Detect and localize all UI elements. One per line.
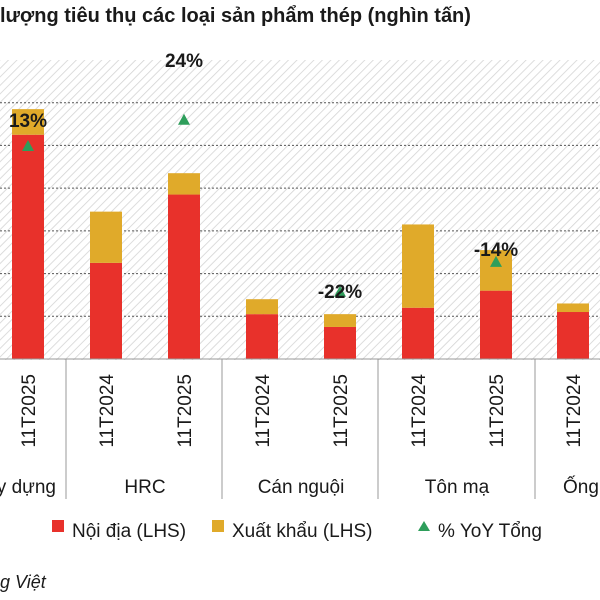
group-label: Cán nguội — [258, 477, 345, 498]
bar-domestic — [246, 314, 278, 359]
group-label: Tôn mạ — [425, 477, 490, 498]
bar-export — [324, 314, 356, 327]
bar-domestic — [12, 134, 44, 359]
x-tick-label: 11T2024 — [564, 374, 585, 448]
x-tick-label: 11T2025 — [487, 374, 508, 448]
yoy-marker — [178, 113, 190, 125]
yoy-label: 13% — [9, 111, 47, 132]
yoy-labels: 13% 24% -22% -14% — [9, 51, 518, 303]
bar-domestic — [402, 307, 434, 359]
x-axis: 11T2025 11T2024 11T2025 11T2024 11T2025 11T20… — [0, 358, 600, 499]
bar-domestic — [168, 194, 200, 359]
x-tick-label: 11T2024 — [97, 374, 118, 448]
bar-export — [557, 303, 589, 313]
legend: Nội địa (LHS) Xuất khẩu (LHS) % YoY Tổng — [52, 520, 542, 542]
bar-domestic — [324, 326, 356, 359]
legend-label: Xuất khẩu (LHS) — [232, 521, 372, 542]
x-tick-label: 11T2025 — [19, 374, 40, 448]
yoy-marker — [334, 285, 346, 297]
yoy-label: 24% — [165, 51, 203, 72]
yoy-markers — [22, 113, 502, 297]
group-label: HRC — [124, 477, 165, 498]
x-tick-label: 11T2025 — [331, 374, 352, 448]
x-tick-label: 11T2025 — [175, 374, 196, 448]
group-label: y dựng — [0, 477, 56, 498]
yoy-label: -22% — [318, 282, 362, 303]
yoy-label: -14% — [474, 240, 518, 261]
bar-domestic — [90, 262, 122, 359]
bar-export — [90, 211, 122, 263]
bar-export — [12, 109, 44, 135]
bar-export — [246, 299, 278, 315]
bar-export — [168, 173, 200, 195]
legend-swatch — [52, 520, 64, 532]
x-tick-label: 11T2024 — [409, 374, 430, 448]
yoy-marker — [22, 140, 34, 151]
x-tick-label: 11T2024 — [253, 374, 274, 448]
legend-label: Nội địa (LHS) — [72, 521, 186, 542]
group-label: Ống — [563, 476, 599, 498]
bar-domestic — [480, 290, 512, 359]
legend-swatch — [418, 521, 430, 531]
legend-swatch — [212, 520, 224, 532]
bar-export — [402, 224, 434, 308]
legend-label: % YoY Tổng — [438, 521, 542, 542]
chart-title: lượng tiêu thụ các loại sản phẩm thép (n… — [0, 5, 471, 27]
yoy-marker — [490, 255, 502, 267]
source-note: g Việt — [0, 572, 47, 592]
bar-domestic — [557, 312, 589, 359]
bars — [12, 109, 589, 359]
